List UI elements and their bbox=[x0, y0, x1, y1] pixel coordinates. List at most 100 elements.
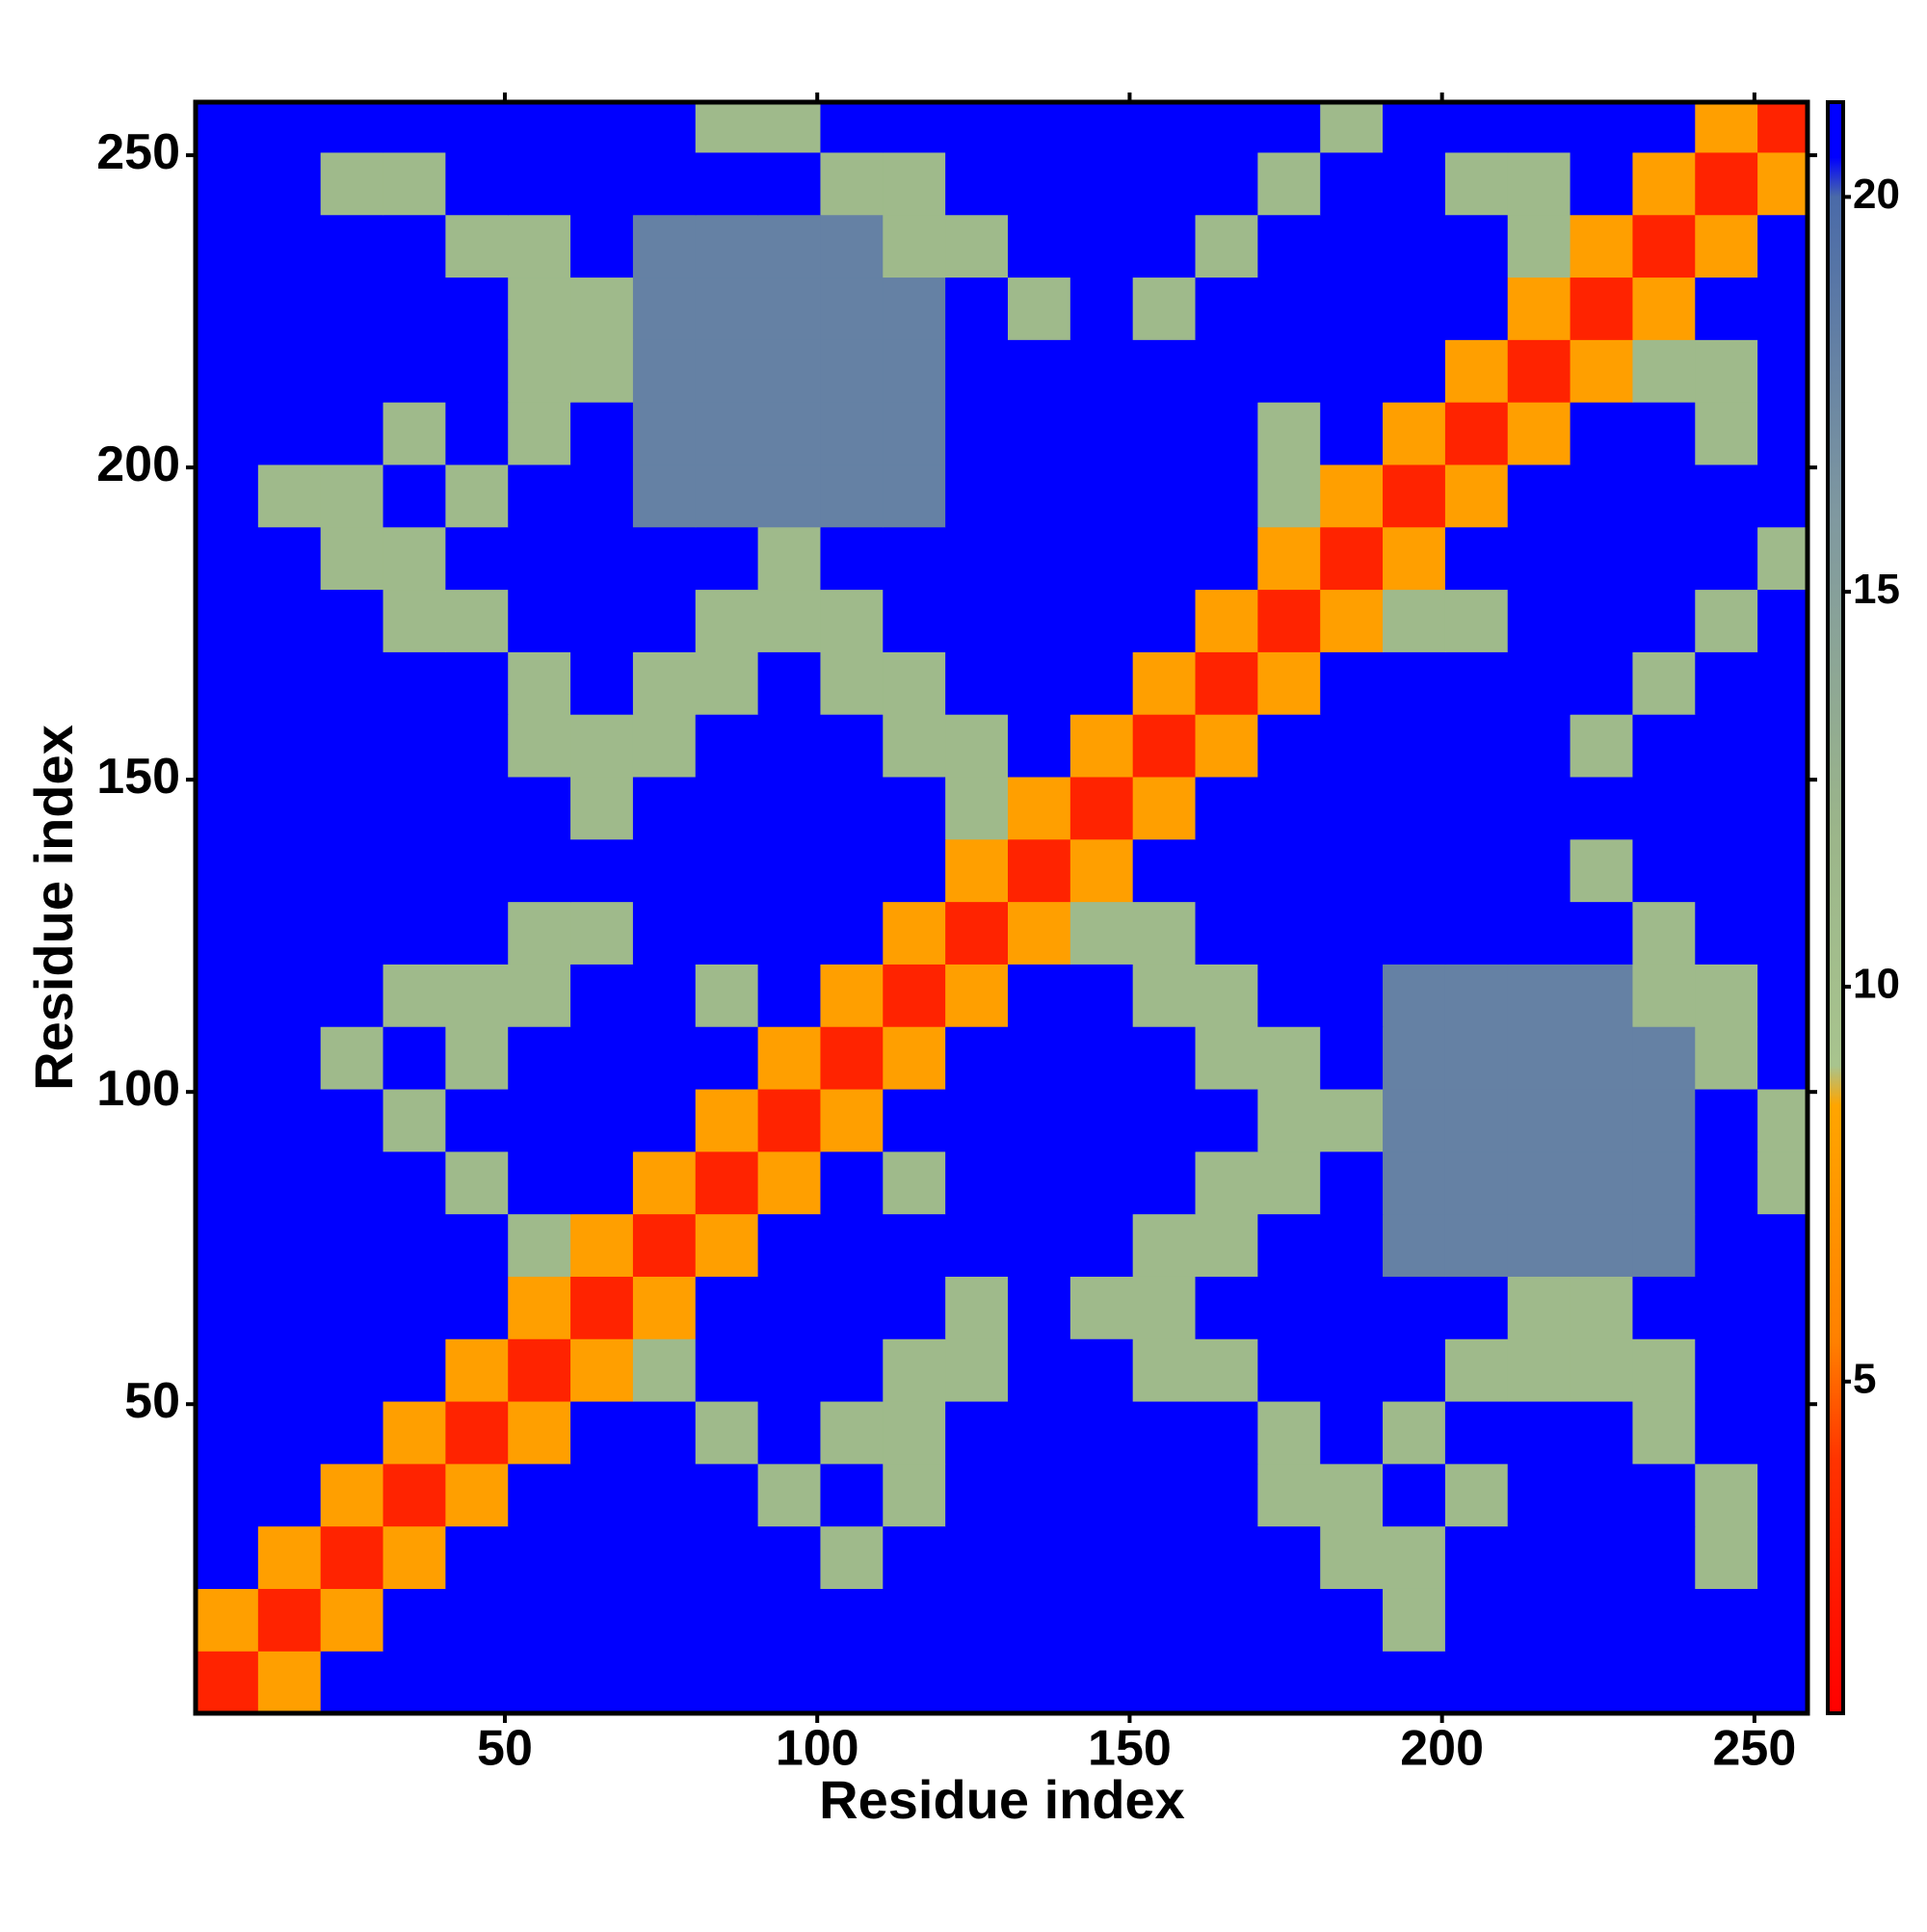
heatmap-cell bbox=[1383, 838, 1446, 903]
heatmap-cell bbox=[883, 776, 946, 840]
heatmap-cell bbox=[695, 714, 759, 778]
heatmap-cell bbox=[1069, 964, 1134, 1027]
heatmap-cell bbox=[1320, 901, 1384, 965]
heatmap-cell bbox=[508, 1338, 571, 1402]
heatmap-cell bbox=[320, 1088, 384, 1152]
heatmap-cell bbox=[1695, 214, 1758, 278]
heatmap-cell bbox=[320, 1276, 384, 1339]
heatmap-cell bbox=[1632, 463, 1696, 528]
heatmap-cell bbox=[1757, 463, 1808, 528]
heatmap-cell bbox=[1695, 1151, 1758, 1215]
heatmap-cell bbox=[695, 901, 759, 965]
heatmap-cell bbox=[383, 102, 446, 153]
heatmap-cell bbox=[1320, 1400, 1384, 1465]
heatmap-cell bbox=[1320, 277, 1384, 340]
heatmap-cell bbox=[1195, 964, 1258, 1027]
heatmap-cell bbox=[1132, 277, 1197, 340]
heatmap-cell bbox=[1757, 102, 1808, 153]
heatmap-cell bbox=[632, 402, 697, 465]
heatmap-cell bbox=[883, 214, 946, 278]
heatmap-cell bbox=[1632, 1463, 1696, 1527]
heatmap-cell bbox=[445, 1588, 509, 1652]
heatmap-cell bbox=[1069, 1525, 1134, 1589]
heatmap-cell bbox=[945, 463, 1009, 528]
heatmap-cell bbox=[1507, 651, 1571, 715]
heatmap-cell bbox=[1570, 1400, 1634, 1465]
heatmap-cell bbox=[883, 1338, 946, 1402]
heatmap-cell bbox=[1507, 1338, 1571, 1402]
heatmap-cell bbox=[1444, 214, 1509, 278]
heatmap-cell bbox=[1195, 776, 1258, 840]
heatmap-cell bbox=[508, 776, 571, 840]
heatmap-cell bbox=[945, 1651, 1009, 1714]
heatmap-cell bbox=[1444, 339, 1509, 403]
heatmap-cell bbox=[1069, 151, 1134, 216]
heatmap-cell bbox=[1069, 776, 1134, 840]
heatmap-cell bbox=[320, 151, 384, 216]
heatmap-cell bbox=[1320, 151, 1384, 216]
heatmap-cell bbox=[1383, 651, 1446, 715]
heatmap-cell bbox=[383, 1588, 446, 1652]
heatmap-cell bbox=[445, 102, 509, 153]
heatmap-cell bbox=[945, 151, 1009, 216]
heatmap-cell bbox=[632, 526, 697, 591]
heatmap-cell bbox=[883, 1088, 946, 1152]
heatmap-cell bbox=[196, 1588, 259, 1652]
heatmap-cell bbox=[570, 776, 634, 840]
heatmap-cell bbox=[945, 1338, 1009, 1402]
heatmap-cell bbox=[757, 1151, 822, 1215]
heatmap-cell bbox=[820, 714, 884, 778]
colorbar-tick-label: 20 bbox=[1853, 171, 1900, 218]
heatmap-cell bbox=[1320, 1525, 1384, 1589]
heatmap-cell bbox=[445, 776, 509, 840]
heatmap-cell bbox=[257, 1088, 322, 1152]
heatmap-cell bbox=[1757, 1276, 1808, 1339]
heatmap-cell bbox=[883, 714, 946, 778]
y-tick-label: 150 bbox=[96, 749, 180, 805]
heatmap-cell bbox=[1195, 714, 1258, 778]
heatmap-cell bbox=[257, 1276, 322, 1339]
heatmap-cell bbox=[570, 1525, 634, 1589]
heatmap-cell bbox=[1007, 838, 1071, 903]
heatmap-cell bbox=[320, 1400, 384, 1465]
heatmap-cell bbox=[1632, 102, 1696, 153]
heatmap-cell bbox=[695, 151, 759, 216]
heatmap-cell bbox=[1069, 1026, 1134, 1090]
heatmap-cell bbox=[820, 151, 884, 216]
heatmap-cell bbox=[883, 1026, 946, 1090]
heatmap-cell bbox=[383, 651, 446, 715]
heatmap-cell bbox=[820, 838, 884, 903]
heatmap-cell bbox=[383, 589, 446, 652]
heatmap-cell bbox=[632, 1338, 697, 1402]
heatmap-cell bbox=[508, 151, 571, 216]
heatmap-cell bbox=[1695, 339, 1758, 403]
heatmap-cell bbox=[445, 651, 509, 715]
heatmap-cell bbox=[1757, 277, 1808, 340]
heatmap-cell bbox=[1132, 1400, 1197, 1465]
heatmap-cell bbox=[695, 339, 759, 403]
heatmap-cell bbox=[945, 1400, 1009, 1465]
heatmap-cell bbox=[1069, 901, 1134, 965]
heatmap-cell bbox=[1007, 214, 1071, 278]
heatmap-cell bbox=[1257, 1276, 1321, 1339]
heatmap-cell bbox=[1570, 714, 1634, 778]
heatmap-cell bbox=[632, 651, 697, 715]
heatmap-cell bbox=[883, 1651, 946, 1714]
heatmap-cell bbox=[820, 776, 884, 840]
heatmap-cell bbox=[570, 339, 634, 403]
heatmap-cell bbox=[695, 838, 759, 903]
heatmap-cell bbox=[1757, 1151, 1808, 1215]
heatmap-cell bbox=[1757, 1338, 1808, 1402]
heatmap-cell bbox=[445, 1525, 509, 1589]
heatmap-cell bbox=[383, 1400, 446, 1465]
heatmap-cell bbox=[1695, 526, 1758, 591]
heatmap-cell bbox=[1444, 277, 1509, 340]
heatmap-cell bbox=[320, 1651, 384, 1714]
heatmap-cell bbox=[1383, 526, 1446, 591]
heatmap-cell bbox=[632, 1151, 697, 1215]
heatmap-cell bbox=[570, 901, 634, 965]
heatmap-cell bbox=[1383, 1525, 1446, 1589]
heatmap-cell bbox=[1383, 1463, 1446, 1527]
heatmap-cell bbox=[1632, 339, 1696, 403]
heatmap-cell bbox=[570, 1026, 634, 1090]
